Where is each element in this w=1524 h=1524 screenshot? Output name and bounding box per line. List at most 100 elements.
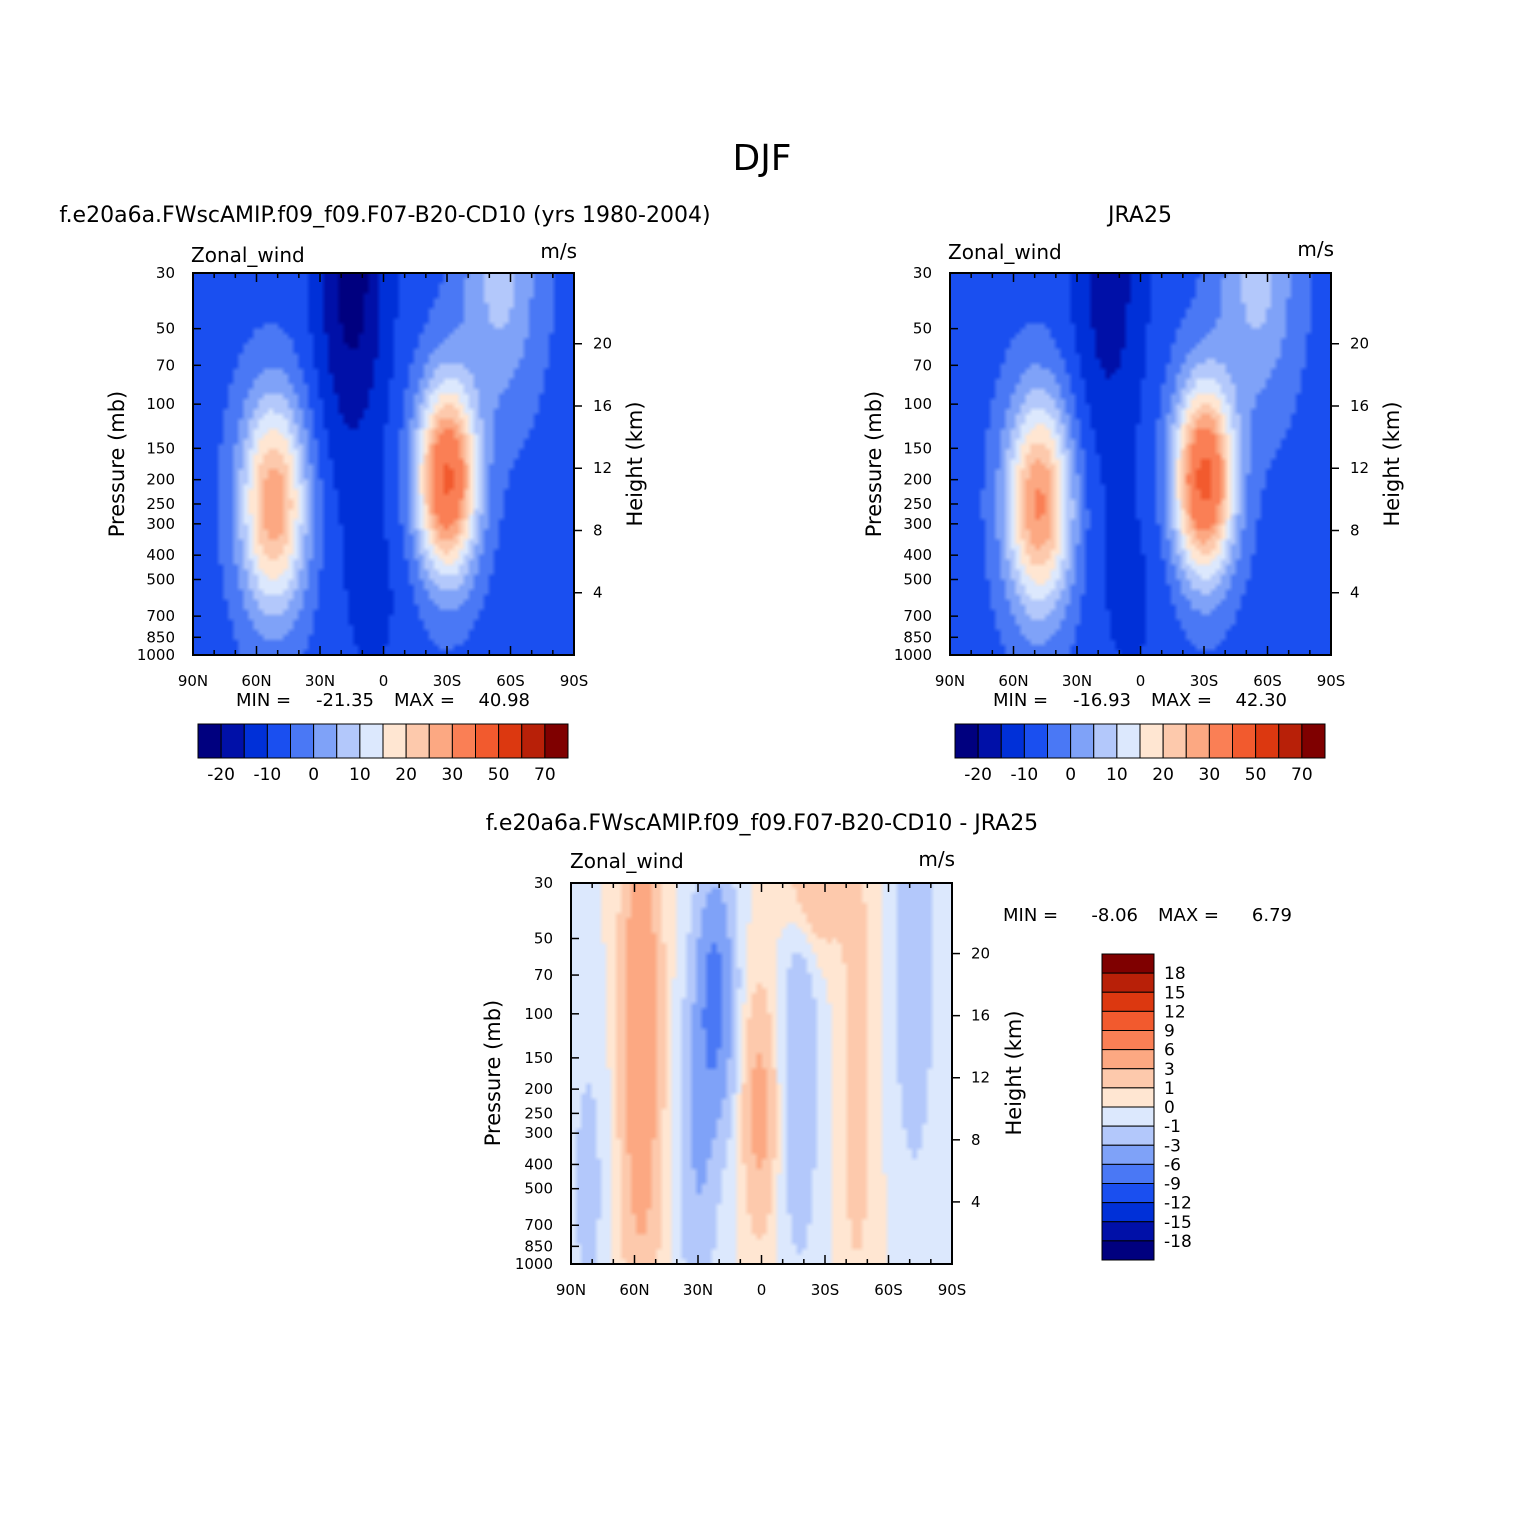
colorbar-swatch	[220, 723, 245, 759]
colorbar-swatch	[1101, 1163, 1155, 1184]
units-label: m/s	[1297, 237, 1334, 261]
y-axis-label: Pressure (mb)	[481, 1000, 505, 1147]
colorbar-swatch	[359, 723, 384, 759]
y-tick-label: 300	[903, 515, 932, 533]
panel-title: JRA25	[1106, 203, 1172, 228]
contour-field	[571, 883, 952, 1264]
height-tick-label: 12	[971, 1069, 990, 1087]
x-tick-label: 0	[1136, 672, 1146, 690]
height-tick-label: 16	[1350, 397, 1369, 415]
x-tick-label: 60S	[1253, 672, 1282, 690]
colorbar-swatch	[1023, 723, 1048, 759]
height-tick-label: 16	[971, 1007, 990, 1025]
colorbar-label: 20	[395, 765, 417, 785]
colorbar-swatch	[243, 723, 268, 759]
height-axis-ticks: 20 16 12 8 4	[574, 335, 612, 602]
x-tick-label: 30S	[1190, 672, 1219, 690]
x-tick-label: 60S	[874, 1281, 903, 1299]
colorbar-label: 20	[1152, 765, 1174, 785]
colorbar-label: 9	[1164, 1022, 1175, 1042]
colorbar-label: -20	[964, 765, 992, 785]
colorbar-swatch	[1139, 723, 1164, 759]
colorbar-swatch	[1070, 723, 1095, 759]
max-value: 42.30	[1235, 690, 1287, 711]
colorbar-label: 3	[1164, 1060, 1175, 1080]
colorbar-label: -20	[207, 765, 235, 785]
colorbar-label: -9	[1164, 1175, 1181, 1195]
y-tick-label: 300	[146, 515, 175, 533]
x-tick-label: 30S	[811, 1281, 840, 1299]
colorbar-label: -10	[1010, 765, 1038, 785]
y-tick-label: 400	[524, 1155, 553, 1173]
height-tick-label: 8	[971, 1131, 981, 1149]
colorbar-swatch	[1208, 723, 1233, 759]
y-tick-label: 30	[534, 874, 553, 892]
colorbar: -20 -10 0 10 20 30 50 70	[954, 723, 1326, 785]
colorbar-swatch	[197, 723, 222, 759]
height-tick-label: 8	[1350, 521, 1360, 539]
y-tick-label: 50	[913, 320, 932, 338]
panel-difference: f.e20a6a.FWscAMIP.f09_f09.F07-B20-CD10 -…	[481, 811, 1292, 1299]
min-value: -21.35	[316, 690, 374, 711]
colorbar-swatch	[1101, 1010, 1155, 1031]
colorbar-swatch	[1278, 723, 1303, 759]
colorbar-swatch	[1000, 723, 1025, 759]
y-tick-label: 850	[524, 1237, 553, 1255]
colorbar-swatch	[1301, 723, 1326, 759]
colorbar-label: 30	[442, 765, 464, 785]
colorbar-swatch	[1255, 723, 1280, 759]
y-tick-label: 250	[146, 495, 175, 513]
contour-plot	[949, 272, 1332, 656]
x-tick-label: 0	[379, 672, 389, 690]
x-tick-label: 90N	[935, 672, 965, 690]
colorbar-label: 10	[349, 765, 371, 785]
colorbar-swatch	[336, 723, 361, 759]
max-value: 6.79	[1252, 905, 1292, 926]
y-tick-label: 700	[524, 1216, 553, 1234]
colorbar-label: 0	[1065, 765, 1076, 785]
y-tick-label: 250	[524, 1104, 553, 1122]
y-tick-label: 70	[156, 356, 175, 374]
colorbar-swatch	[544, 723, 569, 759]
contour-field	[193, 273, 574, 655]
y-tick-label: 300	[524, 1124, 553, 1142]
colorbar-swatch	[954, 723, 979, 759]
x-tick-label: 30S	[433, 672, 462, 690]
colorbar-swatch	[290, 723, 315, 759]
x-axis-ticks: 90N 60N 30N 0 30S 60S 90S	[556, 883, 966, 1299]
height-axis-ticks: 20 16 12 8 4	[952, 945, 990, 1211]
max-label: MAX =	[1151, 690, 1212, 711]
colorbar-swatch	[475, 723, 500, 759]
colorbar-label: 70	[1291, 765, 1313, 785]
y-tick-label: 200	[146, 471, 175, 489]
y-tick-label: 250	[903, 495, 932, 513]
colorbar-label: -3	[1164, 1136, 1181, 1156]
contour-field	[950, 273, 1331, 655]
colorbar-swatch	[1116, 723, 1141, 759]
height-tick-label: 20	[1350, 335, 1369, 353]
x-tick-label: 90N	[178, 672, 208, 690]
min-value: -8.06	[1091, 905, 1138, 926]
colorbar-label: 6	[1164, 1041, 1175, 1061]
colorbar-label: 70	[534, 765, 556, 785]
y-tick-label: 400	[903, 546, 932, 564]
colorbar-swatch	[1093, 723, 1118, 759]
colorbar-label: -10	[253, 765, 281, 785]
height-tick-label: 16	[593, 397, 612, 415]
y-tick-label: 150	[524, 1049, 553, 1067]
y-axis-label: Pressure (mb)	[105, 391, 129, 538]
colorbar-label: 50	[1245, 765, 1267, 785]
x-tick-label: 90N	[556, 1281, 586, 1299]
colorbar-swatch	[1162, 723, 1187, 759]
colorbar-swatch	[977, 723, 1002, 759]
x-tick-label: 60S	[496, 672, 525, 690]
x-tick-label: 90S	[1317, 672, 1346, 690]
colorbar-label: 50	[488, 765, 510, 785]
colorbar-swatch	[405, 723, 430, 759]
y-tick-label: 400	[146, 546, 175, 564]
x-tick-label: 0	[757, 1281, 767, 1299]
x-tick-label: 30N	[305, 672, 335, 690]
variable-label: Zonal_wind	[191, 243, 305, 267]
colorbar-label: 18	[1164, 964, 1186, 984]
